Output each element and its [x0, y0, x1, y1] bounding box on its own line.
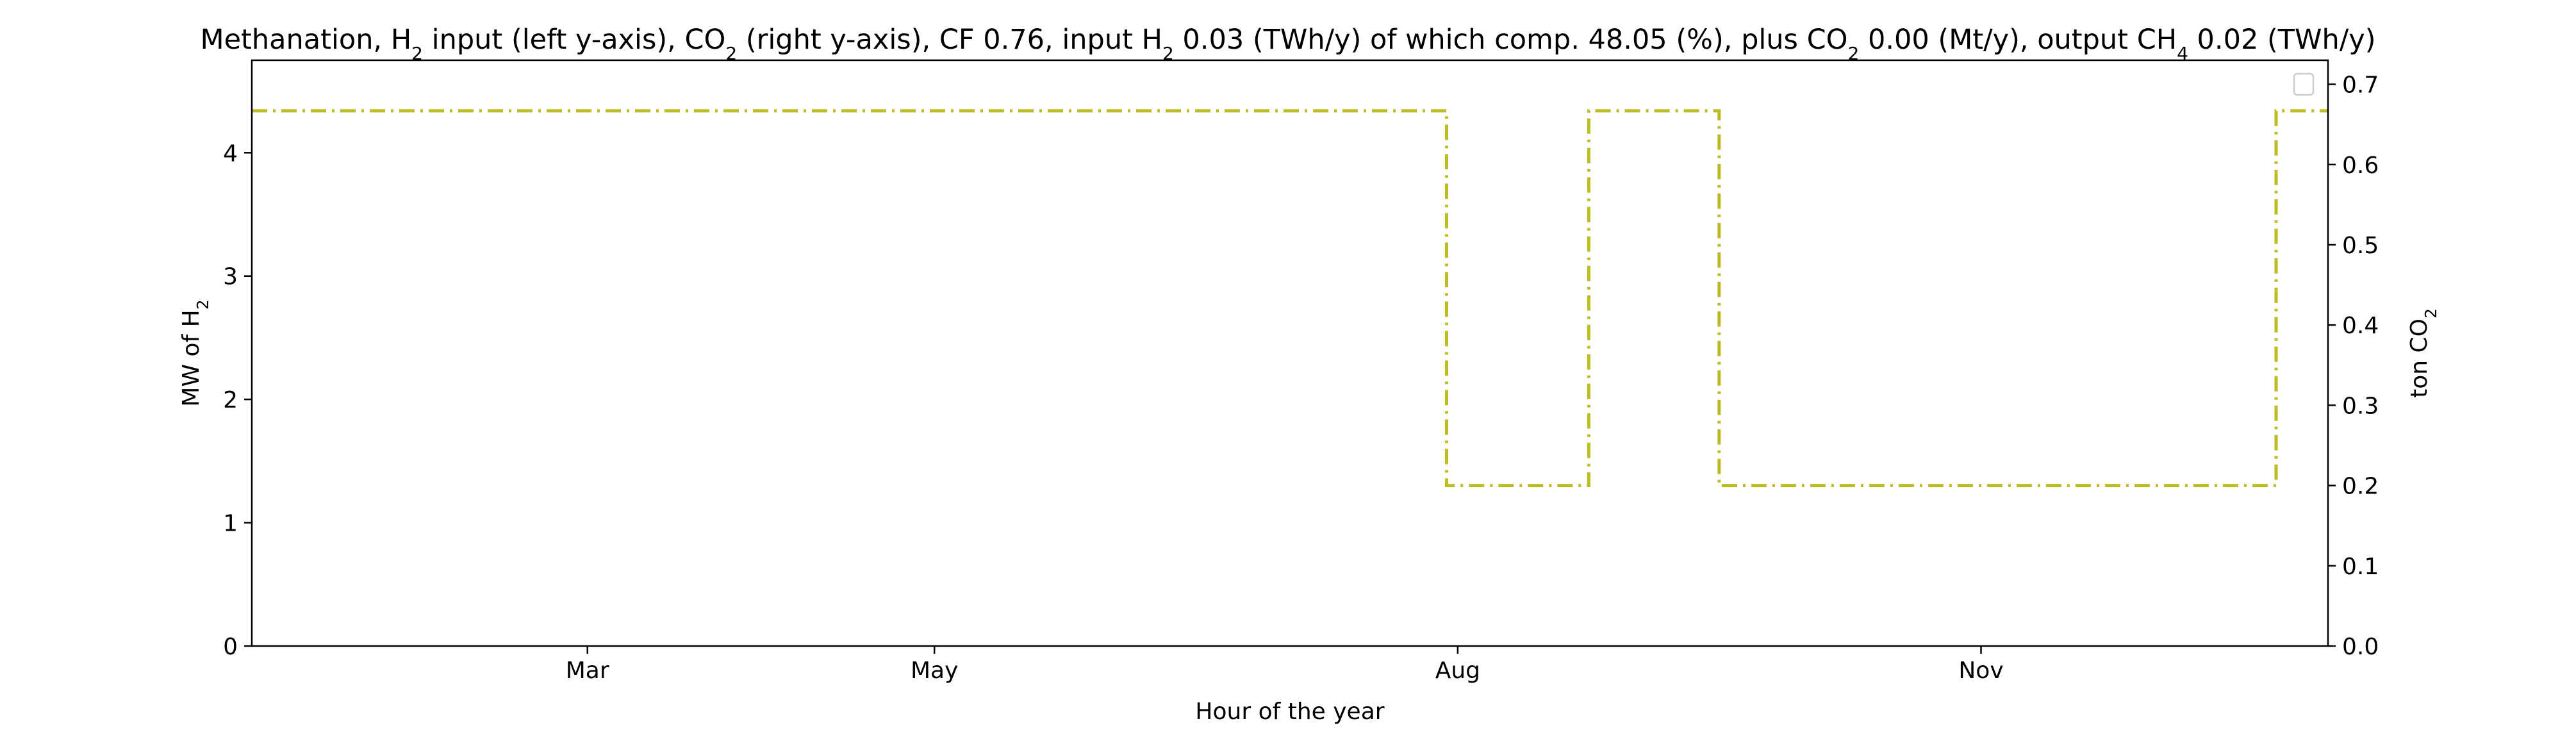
chart-title-part: (right y-axis), CF 0.76, input H	[737, 24, 1162, 56]
x-tick-label: May	[911, 658, 958, 684]
right-y-tick-label: 0.1	[2342, 554, 2379, 580]
left-y-axis-label: MW of H2	[178, 299, 212, 406]
chart-title-part: 0.03 (TWh/y) of which comp. 48.05 (%), p…	[1174, 24, 1848, 56]
left-y-tick-label: 4	[223, 140, 238, 167]
right-y-tick-label: 0.4	[2342, 313, 2379, 339]
chart-title-part: 2	[411, 43, 423, 64]
chart-title: Methanation, H2 input (left y-axis), CO2…	[201, 24, 2376, 64]
right-y-axis-label-part: 2	[2422, 308, 2440, 319]
x-tick-label: Nov	[1958, 658, 2003, 684]
left-y-axis-ticks: 0 1 2 3 4	[223, 140, 252, 660]
left-y-tick-label: 2	[223, 387, 238, 413]
chart-title-part: 2	[725, 43, 737, 64]
right-y-tick-label: 0.7	[2342, 72, 2379, 99]
right-y-axis-label: ton CO2	[2406, 308, 2440, 398]
x-axis-label: Hour of the year	[1195, 699, 1384, 725]
chart-title-part: 0.00 (Mt/y), output CH	[1859, 24, 2177, 56]
right-y-tick-label: 0.6	[2342, 153, 2379, 179]
right-y-tick-label: 0.5	[2342, 233, 2379, 259]
legend-box	[2293, 72, 2315, 96]
left-y-axis-label-part: MW of H	[178, 310, 204, 406]
x-tick-label: Aug	[1435, 658, 1480, 684]
x-axis-ticks: Mar May Aug Nov	[566, 646, 2004, 684]
chart-title-part: 4	[2177, 43, 2188, 64]
chart-title-part: Methanation, H	[201, 24, 412, 56]
plot-frame	[251, 59, 2329, 647]
left-y-axis-label-part: 2	[194, 299, 212, 310]
left-y-tick-label: 3	[223, 264, 238, 290]
right-y-tick-label: 0.3	[2342, 393, 2379, 419]
chart-title-part: 0.02 (TWh/y)	[2188, 24, 2376, 56]
chart-title-part: input (left y-axis), CO	[423, 24, 725, 56]
chart-title-part: 2	[1162, 43, 1174, 64]
right-y-tick-label: 0.2	[2342, 474, 2379, 500]
chart-title-part: 2	[1848, 43, 1860, 64]
right-y-tick-label: 0.0	[2342, 634, 2379, 660]
right-y-axis-label-part: ton CO	[2406, 319, 2432, 398]
x-tick-label: Mar	[566, 658, 609, 684]
plot-area	[252, 60, 2328, 646]
left-y-tick-label: 0	[223, 634, 238, 660]
right-y-axis-ticks: 0.0 0.1 0.2 0.3 0.4 0.5 0.6 0.7	[2328, 72, 2379, 660]
left-y-tick-label: 1	[223, 511, 238, 537]
